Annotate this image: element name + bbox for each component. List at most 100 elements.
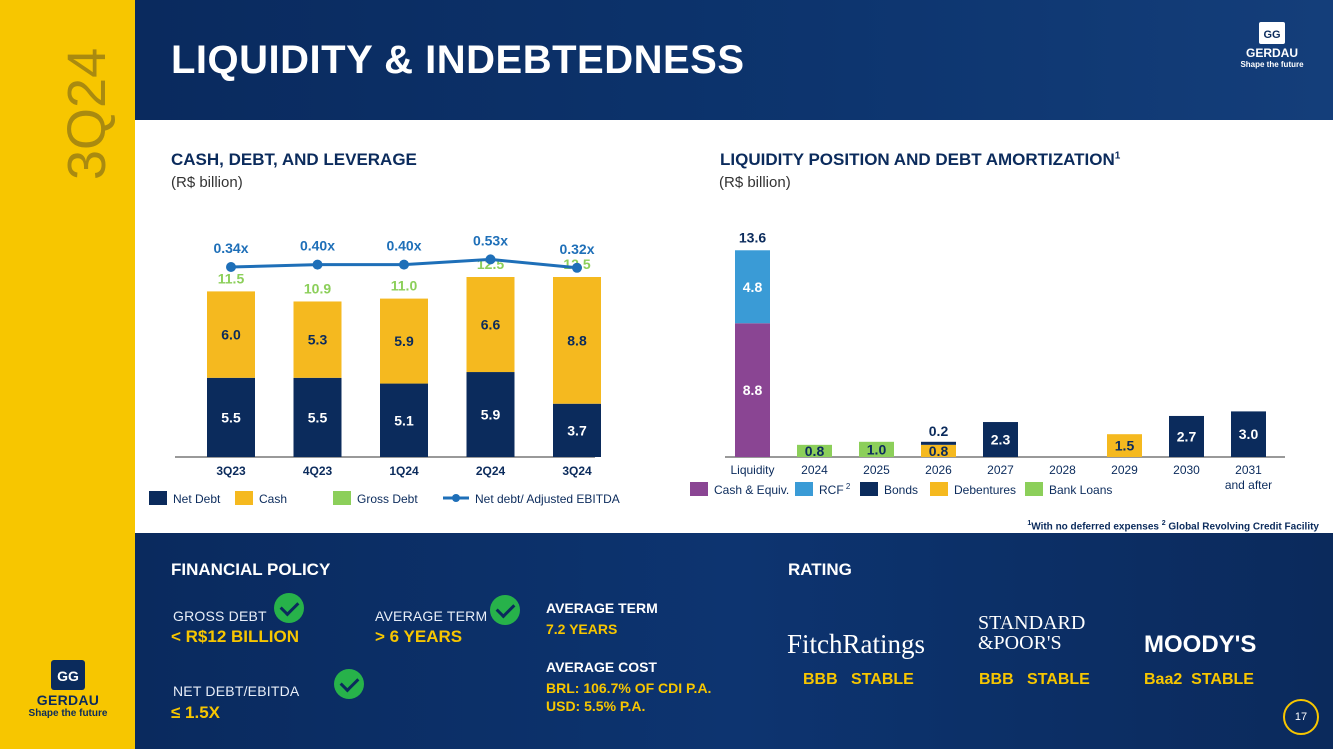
leverage-label: 0.34x <box>213 240 248 256</box>
liquidity-amortization-chart: 8.8 4.8 13.6 0.8 1.0 0.8 0.2 2.3 1.5 2.7 3.0 Liquid… <box>690 229 1285 497</box>
leverage-point <box>572 262 582 273</box>
category-label: 2024 <box>801 463 828 477</box>
category-label: Liquidity <box>730 463 774 477</box>
moodys-logo: MOODY'S <box>1144 631 1257 658</box>
footnote: 1With no deferred expenses 2 Global Revo… <box>1027 520 1319 533</box>
logo-brand: GERDAU <box>1245 46 1298 60</box>
charts-area: CASH, DEBT, AND LEVERAGE (R$ billion) 5.… <box>135 120 1333 533</box>
quarter-text: 3Q24 <box>57 48 117 180</box>
legend-label: Gross Debt <box>357 492 418 506</box>
check-icon <box>274 593 304 623</box>
category-label: 2026 <box>925 463 952 477</box>
gross-debt-label: 10.9 <box>304 280 331 296</box>
average-cost-heading: AVERAGE COST <box>546 659 657 675</box>
category-label: 2029 <box>1111 463 1138 477</box>
legend-label: Cash & Equiv. <box>714 483 789 497</box>
sp-rating: BBB STABLE <box>979 671 1090 688</box>
check-icon <box>334 669 364 699</box>
cash-label: 5.9 <box>394 333 414 349</box>
legend-label: Debentures <box>954 483 1016 497</box>
leverage-label: 0.53x <box>473 232 508 248</box>
leverage-point <box>312 259 323 270</box>
legend-label: RCF 2 <box>819 482 851 497</box>
category-label: 2Q24 <box>476 464 506 478</box>
category-label: and after <box>1225 478 1272 492</box>
legend-swatch <box>860 482 878 496</box>
cash-label: 6.0 <box>221 327 241 343</box>
legend-swatch <box>930 482 948 496</box>
leverage-label: 0.40x <box>300 238 335 254</box>
bar-amortization <box>921 441 956 445</box>
bar-net-debt <box>207 377 255 457</box>
logo-tagline: Shape the future <box>1240 60 1304 69</box>
rcf-label: 4.8 <box>743 279 763 295</box>
quarter-label: 3Q24 <box>57 48 117 180</box>
header: LIQUIDITY & INDEBTEDNESS GG GERDAU Shape… <box>135 0 1333 120</box>
bar-amortization <box>983 422 1018 457</box>
amortization-label: 2.7 <box>1177 428 1197 444</box>
policy-net-debt-ebitda-value: ≤ 1.5X <box>171 703 221 722</box>
svg-text:GG: GG <box>57 668 79 684</box>
financial-policy-title: FINANCIAL POLICY <box>171 560 331 579</box>
legend-point <box>452 494 460 502</box>
legend-label: Bonds <box>884 483 918 497</box>
legend-label: Net Debt <box>173 492 221 506</box>
legend-swatch <box>795 482 813 496</box>
average-cost-brl: BRL: 106.7% OF CDI P.A. <box>546 680 712 696</box>
gerdau-logo-right: GG GERDAU Shape the future <box>1237 22 1307 69</box>
category-label: 2030 <box>1173 463 1200 477</box>
bar-amortization <box>1231 411 1266 457</box>
leverage-label: 0.40x <box>386 238 421 254</box>
category-label: 2031 <box>1235 463 1262 477</box>
bottom-panel: FINANCIAL POLICY GROSS DEBT < R$12 BILLI… <box>135 533 1333 749</box>
legend-swatch <box>149 491 167 505</box>
policy-average-term-label: AVERAGE TERM <box>375 608 488 624</box>
leverage-label: 0.32x <box>559 241 594 257</box>
chart1-title: CASH, DEBT, AND LEVERAGE <box>171 150 417 169</box>
fitch-rating: BBB STABLE <box>803 671 914 688</box>
page-number: 17 <box>1283 699 1319 735</box>
sp-logo: STANDARD &POOR'S <box>978 612 1086 654</box>
bar-cash-equiv <box>735 323 770 457</box>
logo-tagline: Shape the future <box>28 708 108 719</box>
bar-net-debt <box>553 403 601 457</box>
svg-text:GG: GG <box>1263 29 1280 41</box>
sidebar: 3Q24 GG GERDAU Shape the future <box>0 0 135 749</box>
legend-label: Bank Loans <box>1049 483 1112 497</box>
bar-cash <box>466 277 515 373</box>
legend-swatch <box>235 491 253 505</box>
policy-gross-debt-value: < R$12 BILLION <box>171 627 300 646</box>
category-label: 1Q24 <box>389 464 419 478</box>
amortization-label: 1.0 <box>867 441 887 457</box>
fitch-logo: FitchRatings <box>787 629 926 659</box>
bar-cash <box>553 277 601 404</box>
bar-amortization <box>1107 434 1142 457</box>
amortization-label: 2.3 <box>991 432 1011 448</box>
gerdau-logo-left: GG GERDAU Shape the future <box>22 660 114 719</box>
category-label: 2027 <box>987 463 1014 477</box>
chart1-subtitle: (R$ billion) <box>171 174 243 191</box>
category-label: 2028 <box>1049 463 1076 477</box>
category-label: 3Q24 <box>562 464 592 478</box>
moodys-rating: Baa2 STABLE <box>1144 671 1254 688</box>
leverage-point <box>485 254 496 265</box>
policy-gross-debt-label: GROSS DEBT <box>173 608 267 624</box>
bar-cash <box>293 301 342 378</box>
cash-debt-leverage-chart: 5.5 6.0 11.5 3Q23 5.5 5.3 10.9 4Q23 5.1 5.9 11.0 1Q… <box>149 232 620 506</box>
chart2-title: LIQUIDITY POSITION AND DEBT AMORTIZATION… <box>720 150 1121 169</box>
legend-label: Cash <box>259 492 287 506</box>
category-label: 4Q23 <box>303 464 333 478</box>
leverage-point <box>226 262 236 272</box>
cash-label: 8.8 <box>567 332 587 348</box>
logo-brand: GERDAU <box>36 692 100 708</box>
amortization-label: 0.8 <box>929 443 949 459</box>
bar-rcf <box>735 250 770 324</box>
legend-swatch <box>1025 482 1043 496</box>
bar-cash <box>207 291 255 378</box>
gross-debt-label: 11.0 <box>391 278 418 294</box>
cash-label: 6.6 <box>481 317 501 333</box>
rating-title: RATING <box>788 560 852 579</box>
bar-amortization <box>921 444 956 457</box>
liquidity-total-label: 13.6 <box>739 229 766 245</box>
chart2-subtitle: (R$ billion) <box>719 174 791 191</box>
